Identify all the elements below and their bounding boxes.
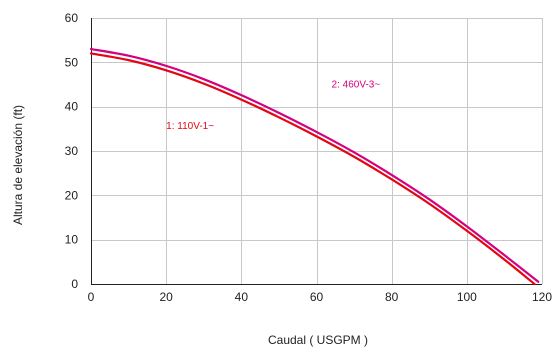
y-tick-label: 30 <box>65 144 79 158</box>
series-label-1: 1: 110V-1~ <box>166 121 214 132</box>
y-tick-label: 20 <box>65 188 79 202</box>
y-axis-title: Altura de elevación (ft) <box>11 105 25 225</box>
x-tick-label: 20 <box>159 290 173 304</box>
y-tick-label: 60 <box>65 11 79 25</box>
series-labels: 1: 110V-1~ 2: 460V-3~ <box>166 80 380 132</box>
x-tick-label: 100 <box>457 290 477 304</box>
x-tick-label: 0 <box>88 290 95 304</box>
tick-labels: 0 20 40 60 80 100 120 0 10 20 30 40 50 60 <box>65 11 553 304</box>
x-tick-label: 40 <box>235 290 249 304</box>
x-tick-label: 120 <box>532 290 552 304</box>
y-tick-label: 10 <box>65 233 79 247</box>
x-axis-title: Caudal ( USGPM ) <box>268 333 368 347</box>
x-tick-label: 80 <box>385 290 399 304</box>
series-label-2: 2: 460V-3~ <box>332 80 381 91</box>
y-tick-label: 50 <box>65 55 79 69</box>
grid <box>91 18 543 284</box>
x-tick-label: 60 <box>310 290 324 304</box>
axes <box>91 18 542 285</box>
series-line-1 <box>89 52 536 286</box>
series-line-2 <box>89 47 540 283</box>
series-group <box>89 47 540 286</box>
y-tick-label: 40 <box>65 100 79 114</box>
y-tick-label: 0 <box>71 277 78 291</box>
